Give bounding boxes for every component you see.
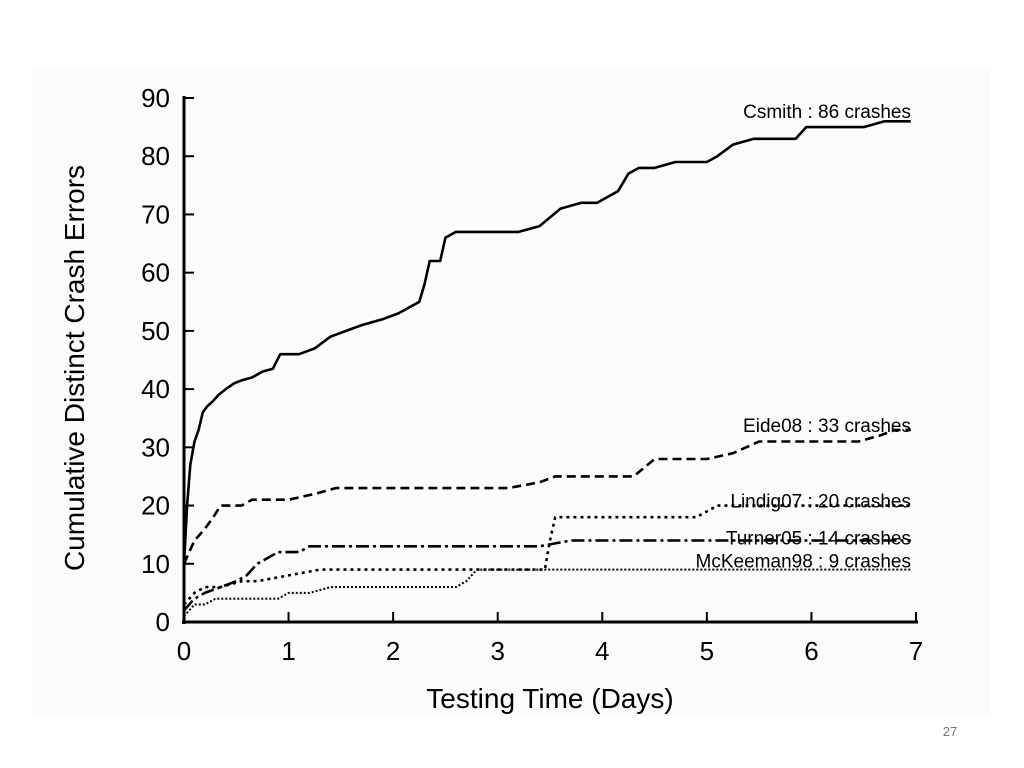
x-tick-label: 7 (909, 636, 923, 666)
x-axis-title: Testing Time (Days) (426, 683, 673, 714)
series-line-0 (182, 120, 911, 564)
series-labels: Csmith : 86 crashes Eide08 : 33 crashes Li… (696, 102, 911, 573)
y-tick-label: 10 (141, 549, 170, 579)
y-tick-label: 20 (141, 491, 170, 521)
y-tick-label: 60 (141, 258, 170, 288)
series-label-4: McKeeman98 : 9 crashes (696, 552, 911, 573)
x-ticks: 0 1 2 3 4 5 6 7 (177, 612, 923, 666)
series-label-2: Lindig07 : 20 crashes (730, 492, 911, 513)
chart-panel: 0 1 2 3 4 5 6 7 0 10 20 30 40 50 60 70 80 90 Testing Tim… (32, 68, 990, 716)
series-label-3: Turner05 : 14 crashes (726, 528, 911, 549)
x-tick-label: 3 (490, 636, 504, 666)
y-ticks: 0 10 20 30 40 50 60 70 80 90 (141, 83, 194, 637)
series-label-1: Eide08 : 33 crashes (743, 416, 911, 437)
y-axis-title: Cumulative Distinct Crash Errors (59, 165, 90, 571)
y-tick-label: 40 (141, 374, 170, 404)
axes-layer: 0 1 2 3 4 5 6 7 0 10 20 30 40 50 60 70 80 90 (141, 83, 923, 666)
x-tick-label: 2 (386, 636, 400, 666)
y-tick-label: 30 (141, 432, 170, 462)
x-tick-label: 6 (804, 636, 818, 666)
slide-number: 27 (942, 724, 958, 739)
y-tick-label: 50 (141, 316, 170, 346)
line-chart: 0 1 2 3 4 5 6 7 0 10 20 30 40 50 60 70 80 90 Testing Tim… (59, 83, 923, 714)
x-tick-label: 1 (281, 636, 295, 666)
x-tick-label: 5 (700, 636, 714, 666)
x-tick-label: 0 (177, 636, 191, 666)
series-line-1 (182, 428, 911, 565)
y-tick-label: 0 (156, 607, 170, 637)
y-tick-label: 80 (141, 141, 170, 171)
y-tick-label: 70 (141, 199, 170, 229)
y-tick-label: 90 (141, 83, 170, 113)
series-line-2 (183, 504, 911, 606)
series-line-3 (183, 539, 911, 612)
series-line-4 (183, 568, 911, 617)
series-layer (182, 120, 911, 617)
series-label-0: Csmith : 86 crashes (743, 102, 911, 123)
x-tick-label: 4 (595, 636, 609, 666)
